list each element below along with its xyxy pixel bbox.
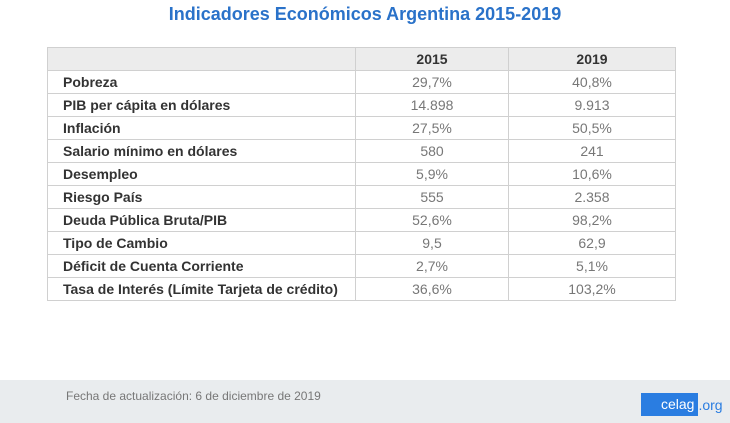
celag-logo[interactable]: celag .org [641,393,723,416]
header-2015: 2015 [355,47,509,71]
logo-suffix: .org [698,396,723,413]
value-2015: 580 [355,139,509,163]
value-2019: 2.358 [508,185,676,209]
indicator-label: Pobreza [47,70,356,94]
indicator-label: Salario mínimo en dólares [47,139,356,163]
value-2019: 5,1% [508,254,676,278]
value-2015: 555 [355,185,509,209]
table-row: PIB per cápita en dólares 14.898 9.913 [47,93,676,117]
table-row: Riesgo País 555 2.358 [47,185,676,209]
table-header: 2015 2019 [47,47,676,71]
table-row: Tipo de Cambio 9,5 62,9 [47,231,676,255]
table-row: Pobreza 29,7% 40,8% [47,70,676,94]
indicator-label: Déficit de Cuenta Corriente [47,254,356,278]
update-date: Fecha de actualización: 6 de diciembre d… [66,389,321,403]
logo-main: celag [641,393,699,416]
indicator-label: Desempleo [47,162,356,186]
header-2019: 2019 [508,47,676,71]
value-2015: 27,5% [355,116,509,140]
indicator-label: Inflación [47,116,356,140]
value-2015: 52,6% [355,208,509,232]
value-2015: 9,5 [355,231,509,255]
value-2019: 98,2% [508,208,676,232]
value-2015: 29,7% [355,70,509,94]
table-row: Salario mínimo en dólares 580 241 [47,139,676,163]
indicator-label: Tipo de Cambio [47,231,356,255]
page-title: Indicadores Económicos Argentina 2015-20… [168,4,562,24]
indicator-label: PIB per cápita en dólares [47,93,356,117]
table-row: Inflación 27,5% 50,5% [47,116,676,140]
value-2019: 241 [508,139,676,163]
value-2019: 62,9 [508,231,676,255]
footer: Fecha de actualización: 6 de diciembre d… [0,380,730,423]
value-2015: 2,7% [355,254,509,278]
indicator-label: Deuda Pública Bruta/PIB [47,208,356,232]
value-2015: 5,9% [355,162,509,186]
header-label [47,47,356,71]
value-2019: 10,6% [508,162,676,186]
table-row: Desempleo 5,9% 10,6% [47,162,676,186]
value-2019: 103,2% [508,277,676,301]
table-row: Deuda Pública Bruta/PIB 52,6% 98,2% [47,208,676,232]
value-2015: 14.898 [355,93,509,117]
indicator-label: Riesgo País [47,185,356,209]
indicators-table: 2015 2019 Pobreza 29,7% 40,8% PIB per cápit… [47,47,676,301]
value-2015: 36,6% [355,277,509,301]
table-row: Déficit de Cuenta Corriente 2,7% 5,1% [47,254,676,278]
indicator-label: Tasa de Interés (Límite Tarjeta de crédi… [47,277,356,301]
value-2019: 9.913 [508,93,676,117]
value-2019: 50,5% [508,116,676,140]
table-row: Tasa de Interés (Límite Tarjeta de crédi… [47,277,676,301]
value-2019: 40,8% [508,70,676,94]
